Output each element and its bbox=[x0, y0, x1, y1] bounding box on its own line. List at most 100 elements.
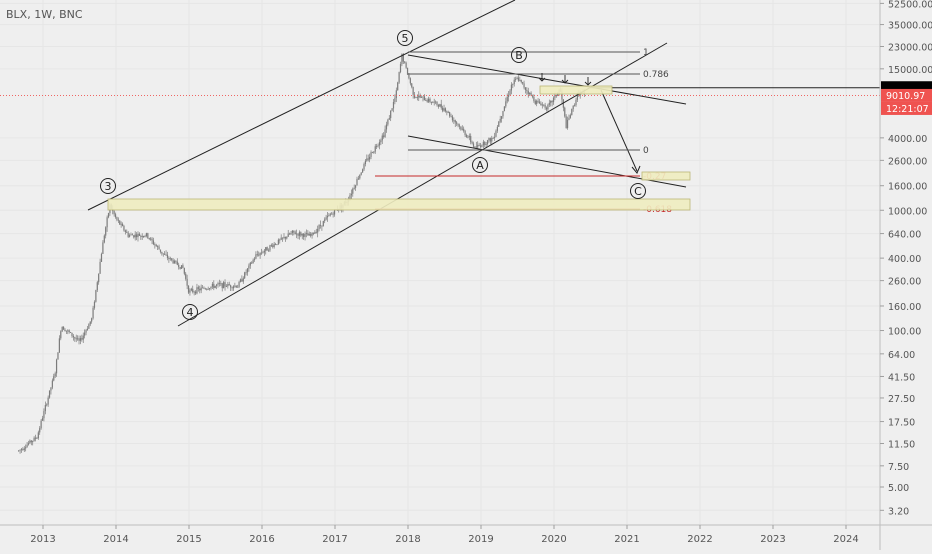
candle-body bbox=[227, 284, 229, 287]
candle-body bbox=[554, 95, 556, 98]
candle bbox=[105, 226, 107, 239]
candle bbox=[390, 110, 392, 122]
candle bbox=[157, 245, 159, 251]
candle-body bbox=[126, 231, 128, 233]
candle bbox=[464, 129, 466, 137]
y-tick-label: 3.20 bbox=[888, 506, 909, 517]
candle-body bbox=[543, 104, 545, 106]
candle bbox=[364, 159, 367, 167]
candle-body bbox=[522, 82, 524, 84]
candle bbox=[312, 232, 315, 236]
candle bbox=[470, 133, 472, 145]
candle-body bbox=[241, 279, 243, 282]
candle bbox=[67, 329, 69, 335]
candle bbox=[297, 233, 299, 240]
candle-body bbox=[540, 103, 542, 106]
candle-body bbox=[326, 215, 329, 218]
candle-body bbox=[249, 262, 251, 266]
candle-body bbox=[369, 156, 371, 160]
candle bbox=[258, 251, 260, 257]
candle bbox=[141, 233, 143, 240]
candle bbox=[117, 217, 119, 224]
candle-body bbox=[255, 254, 257, 259]
candle-body bbox=[96, 282, 98, 291]
candle-body bbox=[411, 83, 413, 87]
x-tick-label: 2015 bbox=[176, 534, 201, 545]
candle bbox=[315, 228, 317, 234]
candle-body bbox=[103, 235, 105, 243]
candle-body bbox=[442, 107, 444, 111]
candle bbox=[218, 279, 221, 287]
candle-body bbox=[516, 77, 518, 80]
candle bbox=[538, 98, 541, 104]
candle-body bbox=[88, 324, 90, 329]
candle-body bbox=[64, 329, 66, 332]
candle bbox=[296, 229, 298, 239]
candle bbox=[465, 133, 468, 138]
candle-body bbox=[61, 326, 63, 332]
candle-body bbox=[380, 140, 382, 143]
candle-body bbox=[317, 229, 319, 233]
candle bbox=[551, 100, 553, 107]
candle-body bbox=[164, 253, 166, 255]
candle-body bbox=[190, 288, 192, 291]
candle-body bbox=[79, 338, 82, 341]
candle-body bbox=[224, 282, 226, 287]
candle bbox=[486, 139, 489, 146]
candle-body bbox=[315, 231, 317, 233]
candle-body bbox=[25, 447, 27, 449]
candle bbox=[530, 91, 532, 96]
candle bbox=[498, 120, 500, 127]
candle bbox=[398, 71, 400, 84]
candle-body bbox=[238, 281, 240, 287]
candle-body bbox=[140, 235, 142, 237]
candle-body bbox=[493, 136, 496, 139]
candle-body bbox=[364, 160, 367, 165]
candle-body bbox=[385, 124, 388, 130]
candle bbox=[180, 265, 183, 269]
candle bbox=[102, 240, 104, 255]
candle-body bbox=[545, 107, 548, 110]
candle bbox=[187, 285, 190, 295]
candle-body bbox=[72, 336, 75, 338]
candle-body bbox=[169, 258, 171, 260]
candle bbox=[74, 336, 76, 342]
candle bbox=[48, 390, 51, 399]
candle-body bbox=[77, 338, 79, 340]
candle bbox=[182, 263, 184, 269]
candle bbox=[120, 221, 122, 228]
candle-body bbox=[207, 288, 209, 290]
candle-body bbox=[399, 64, 402, 73]
candle bbox=[293, 230, 295, 236]
candle-body bbox=[418, 95, 420, 98]
fib-level-label: 0.786 bbox=[643, 70, 669, 80]
candle bbox=[158, 244, 160, 250]
candle bbox=[415, 96, 417, 99]
candle-body bbox=[408, 74, 410, 79]
candle-body bbox=[307, 233, 309, 236]
candle bbox=[529, 92, 531, 96]
candle bbox=[562, 99, 564, 112]
candle bbox=[183, 267, 185, 276]
candle bbox=[537, 98, 539, 104]
candle bbox=[196, 283, 198, 295]
candle bbox=[471, 140, 473, 145]
candle-body bbox=[394, 98, 396, 102]
candle-body bbox=[478, 144, 480, 146]
candle bbox=[543, 104, 545, 107]
candle-body bbox=[533, 96, 535, 101]
candle-body bbox=[150, 238, 152, 240]
candle bbox=[239, 278, 242, 283]
candle bbox=[281, 237, 284, 242]
price-tag-bg bbox=[881, 88, 932, 102]
candle bbox=[522, 81, 524, 85]
candle bbox=[72, 334, 75, 341]
candle-body bbox=[256, 254, 258, 256]
candle-body bbox=[353, 187, 355, 189]
candle bbox=[519, 76, 521, 82]
candle bbox=[123, 224, 125, 232]
candle bbox=[159, 249, 162, 254]
candle bbox=[456, 120, 458, 127]
